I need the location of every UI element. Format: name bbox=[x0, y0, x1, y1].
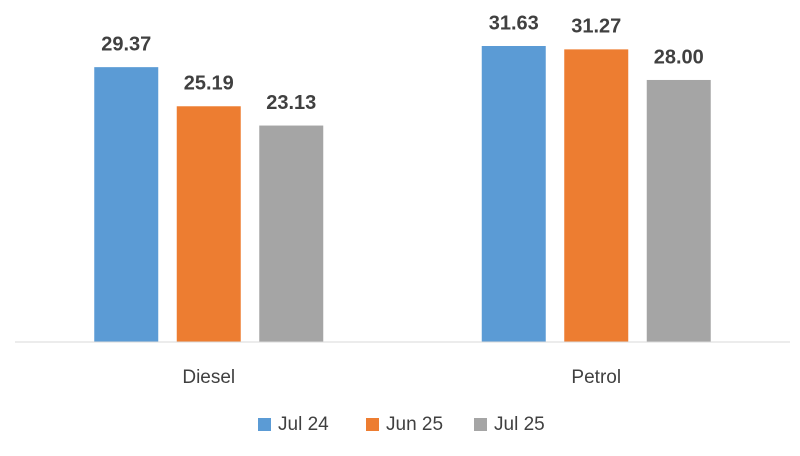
bar bbox=[176, 106, 241, 342]
value-label: 29.37 bbox=[101, 33, 151, 55]
bar bbox=[646, 79, 711, 343]
value-label: 31.63 bbox=[489, 12, 539, 34]
bar bbox=[259, 125, 324, 342]
bar bbox=[481, 46, 546, 342]
legend-swatch bbox=[258, 418, 271, 431]
value-label: 25.19 bbox=[184, 73, 234, 95]
legend-swatch bbox=[474, 418, 487, 431]
bar bbox=[564, 49, 629, 342]
legend-label: Jun 25 bbox=[386, 414, 443, 435]
legend-label: Jul 25 bbox=[494, 414, 545, 435]
x-tick-label: Diesel bbox=[182, 367, 235, 388]
value-label: 28.00 bbox=[654, 46, 704, 68]
x-tick-label: Petrol bbox=[571, 367, 621, 388]
value-label: 31.27 bbox=[571, 16, 621, 38]
legend-label: Jul 24 bbox=[278, 414, 329, 435]
value-label: 23.13 bbox=[266, 92, 316, 114]
legend-swatch bbox=[366, 418, 379, 431]
bar bbox=[94, 67, 159, 343]
